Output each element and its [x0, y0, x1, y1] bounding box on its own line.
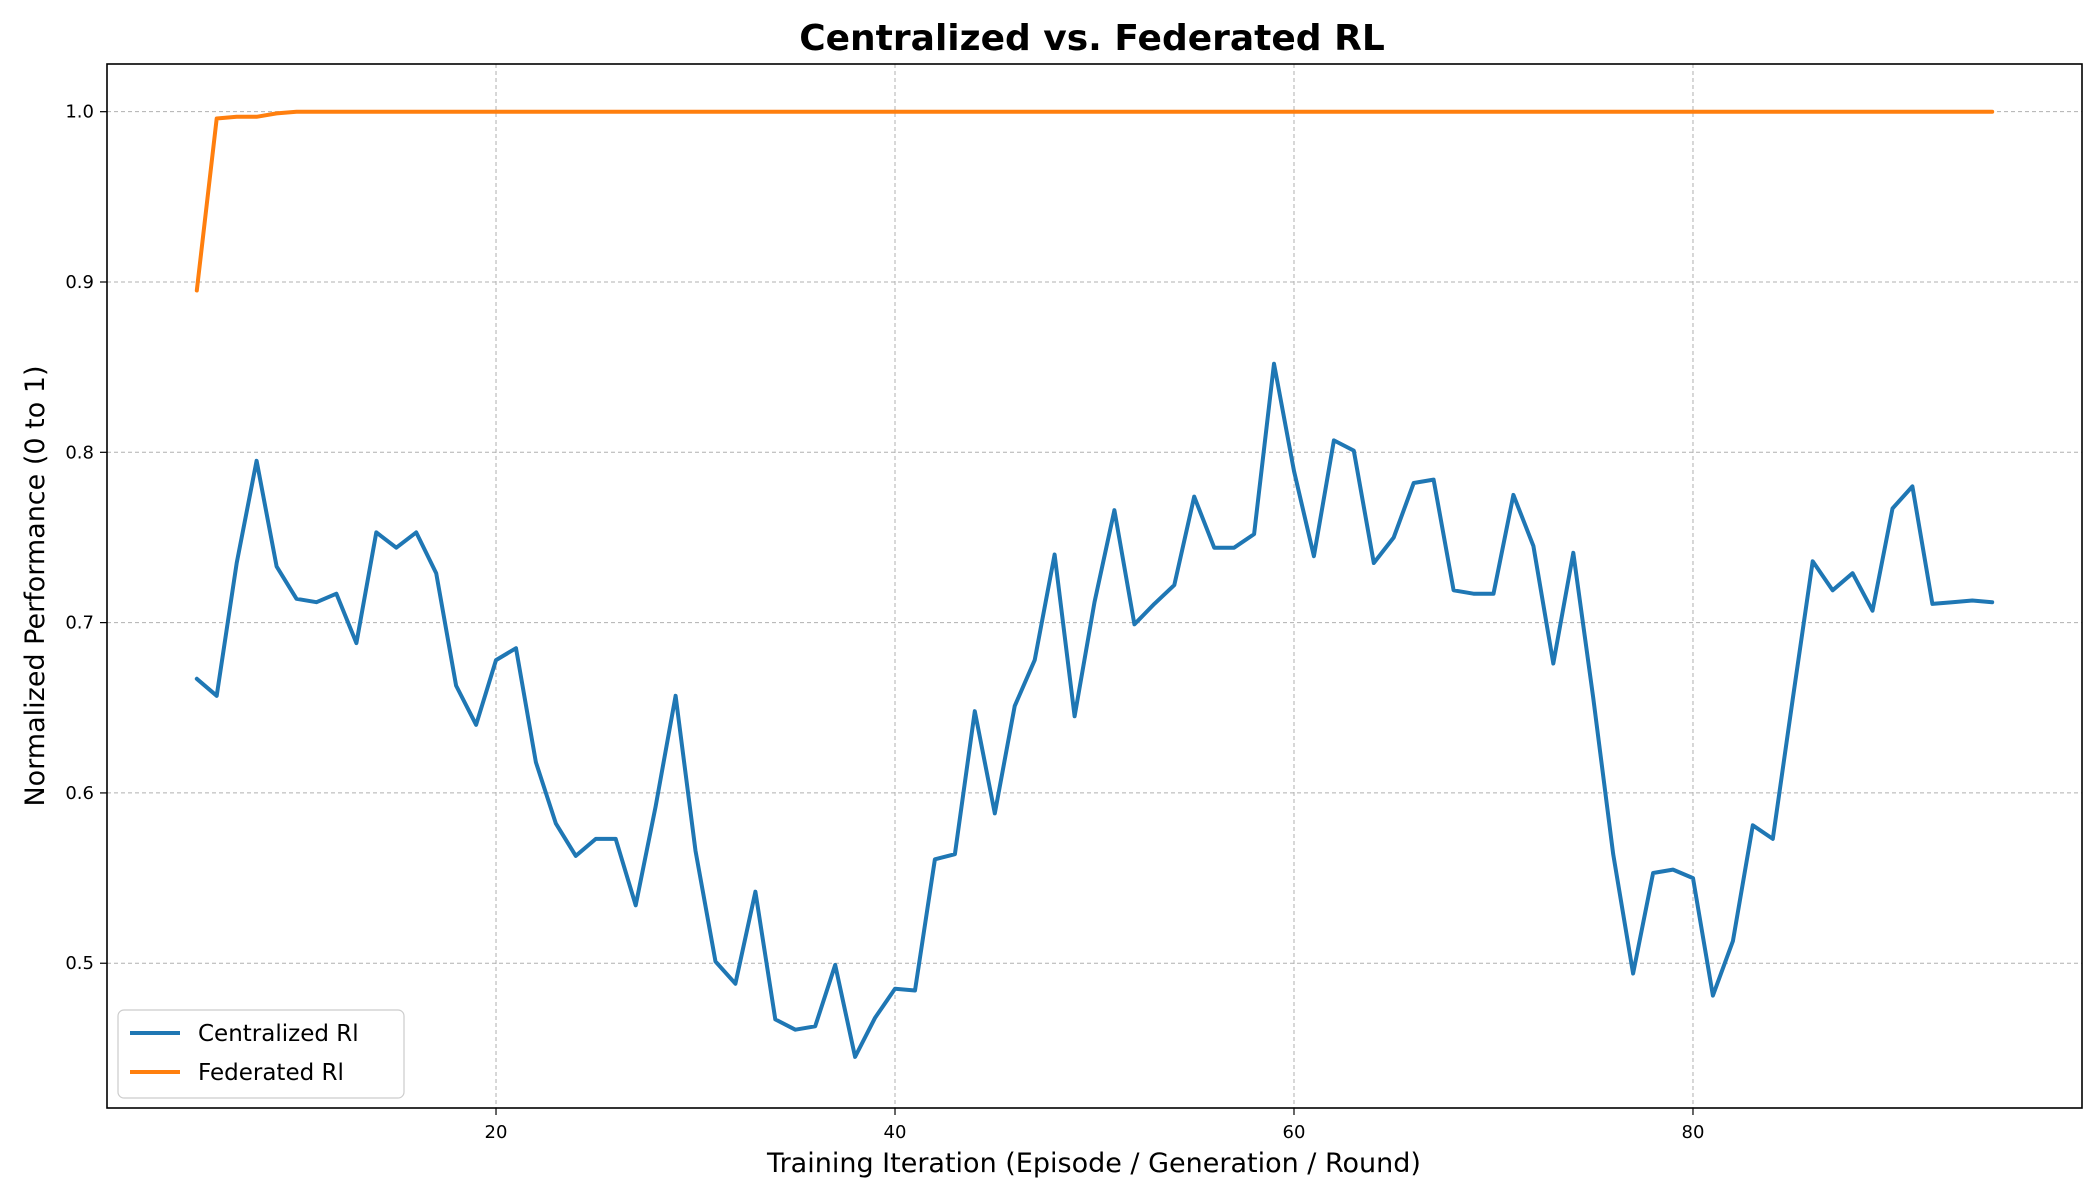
x-axis-label: Training Iteration (Episode / Generation… — [766, 1148, 1421, 1179]
x-tick-label: 40 — [884, 1122, 907, 1143]
legend-label-federated: Federated Rl — [198, 1060, 344, 1086]
series-line-centralized-rl — [194, 361, 1995, 1059]
chart-title: Centralized vs. Federated RL — [799, 18, 1385, 59]
plot-frame — [106, 63, 2083, 1109]
y-tick-label: 1.0 — [65, 102, 94, 123]
axis-ticks: 20 40 60 80 0.5 0.6 0.7 0.8 0.9 1.0 — [65, 102, 1704, 1143]
series-lines — [194, 109, 1995, 1059]
x-tick-label: 60 — [1283, 1122, 1306, 1143]
y-tick-label: 0.7 — [65, 613, 94, 634]
legend-box — [117, 1009, 405, 1099]
y-tick-label: 0.5 — [65, 953, 94, 974]
x-tick-label: 80 — [1682, 1122, 1705, 1143]
y-tick-label: 0.9 — [65, 272, 94, 293]
legend-label-centralized: Centralized Rl — [198, 1021, 359, 1047]
x-tick-label: 20 — [485, 1122, 508, 1143]
y-axis-label: Normalized Performance (0 to 1) — [20, 365, 51, 806]
y-tick-label: 0.6 — [65, 783, 94, 804]
y-tick-label: 0.8 — [65, 442, 94, 463]
series-line-federated-rl — [194, 109, 1995, 293]
legend: Centralized Rl Federated Rl — [117, 1009, 405, 1099]
